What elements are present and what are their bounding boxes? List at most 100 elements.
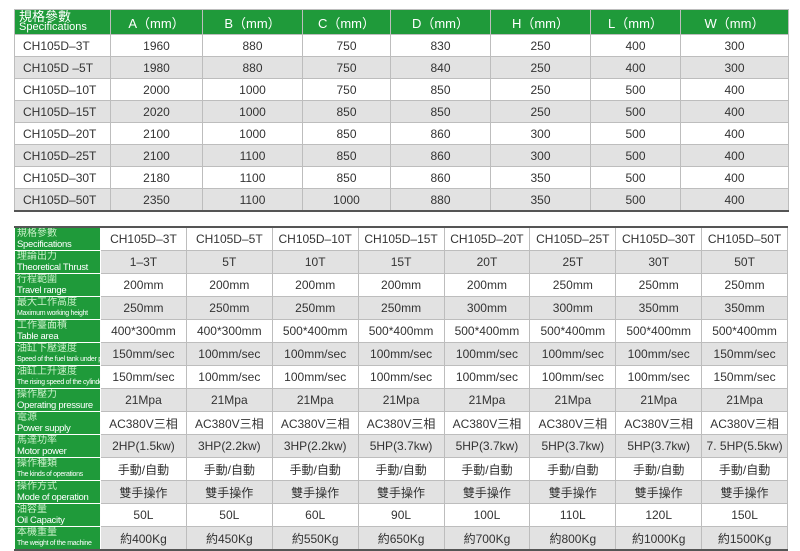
spec-cell: 200mm bbox=[185, 273, 273, 297]
dimension-cell: 300 bbox=[680, 34, 789, 57]
spec-cell: 5T bbox=[185, 250, 273, 274]
dimension-cell: 2350 bbox=[110, 188, 203, 212]
row-label-zh: 電源 bbox=[17, 412, 37, 424]
table-row: 電源 Power supply AC380V三相 AC380V三相 AC380V三相 AC… bbox=[14, 411, 788, 435]
spec-cell: 250mm bbox=[357, 296, 445, 320]
dimension-cell: 500 bbox=[590, 166, 681, 189]
dimension-cell: 850 bbox=[302, 166, 391, 189]
table-row: 操作壓力 Operating pressure 21Mpa 21Mpa 21Mpa 21M… bbox=[14, 388, 788, 412]
spec-cell: 100mm/sec bbox=[271, 365, 359, 389]
row-label: 最大工作高度 Maximum working height bbox=[14, 296, 101, 320]
spec-cell: 約400Kg bbox=[100, 526, 187, 551]
column-header: A（mm） bbox=[110, 9, 203, 35]
dimension-cell: 850 bbox=[302, 122, 391, 145]
dimension-cell: 250 bbox=[490, 100, 591, 123]
model-name: CH105D–50T bbox=[14, 188, 111, 212]
spec-cell: 21Mpa bbox=[701, 388, 788, 412]
row-label-en: The kinds of operations bbox=[17, 471, 83, 478]
spec-cell: 120L bbox=[615, 503, 703, 527]
table-row: CH105D–20T 2100 1000 850 860 300 500 400 bbox=[14, 122, 789, 145]
spec-cell: 5HP(3.7kw) bbox=[615, 434, 703, 458]
spec-cell: AC380V三相 bbox=[443, 411, 531, 435]
dimension-cell: 1000 bbox=[302, 188, 391, 212]
table-row: CH105D–3T 1960 880 750 830 250 400 300 bbox=[14, 34, 789, 57]
spec-cell: AC380V三相 bbox=[529, 411, 617, 435]
table-row: 操作種類 The kinds of operations 手動/自動 手動/自動 手動/… bbox=[14, 457, 788, 481]
spec-cell: 100mm/sec bbox=[357, 365, 445, 389]
table-row: 本機重量 The weight of the machine 約400Kg 約450K… bbox=[14, 526, 788, 551]
dimension-cell: 2100 bbox=[110, 144, 203, 167]
spec-cell: CH105D–30T bbox=[615, 226, 703, 251]
dimension-cell: 860 bbox=[390, 122, 491, 145]
spec-cell: 約550Kg bbox=[271, 526, 359, 551]
table-row: CH105D –5T 1980 880 750 840 250 400 300 bbox=[14, 56, 789, 79]
spec-cell: 手動/自動 bbox=[100, 457, 187, 481]
column-header: H（mm） bbox=[490, 9, 591, 35]
table-row: 行程範圍 Travel range 200mm 200mm 200mm 200mm 200m… bbox=[14, 273, 788, 297]
spec-cell: 100mm/sec bbox=[529, 342, 617, 366]
spec-cell: CH105D–15T bbox=[357, 226, 445, 251]
row-label: 工作臺面積 Table area bbox=[14, 319, 101, 343]
spec-cell: 25T bbox=[529, 250, 617, 274]
dimension-cell: 300 bbox=[490, 144, 591, 167]
spec-cell: 約1000Kg bbox=[615, 526, 703, 551]
dimension-cell: 250 bbox=[490, 78, 591, 101]
row-label-zh: 操作種類 bbox=[17, 458, 57, 470]
row-label-zh: 行程範圍 bbox=[17, 274, 57, 286]
table-row: 理論出力 Theoretical Thrust 1–3T 5T 10T 15T 20T 25T… bbox=[14, 250, 788, 274]
spec-cell: 250mm bbox=[701, 273, 788, 297]
spec-cell: 100mm/sec bbox=[615, 365, 703, 389]
spec-cell: 500*400mm bbox=[357, 319, 445, 343]
row-label-en: Oil Capacity bbox=[17, 515, 65, 526]
dimension-cell: 400 bbox=[680, 144, 789, 167]
spec-cell: 雙手操作 bbox=[271, 480, 359, 504]
dimension-cell: 880 bbox=[202, 56, 303, 79]
spec-cell: 雙手操作 bbox=[100, 480, 187, 504]
spec-cell: 100mm/sec bbox=[185, 342, 273, 366]
spec-cell: CH105D–25T bbox=[529, 226, 617, 251]
spec-cell: 手動/自動 bbox=[701, 457, 788, 481]
table-row: 馬達功率 Motor power 2HP(1.5kw) 3HP(2.2kw) 3HP(2… bbox=[14, 434, 788, 458]
spec-cell: 500*400mm bbox=[529, 319, 617, 343]
dimension-cell: 750 bbox=[302, 34, 391, 57]
spec-cell: AC380V三相 bbox=[701, 411, 788, 435]
dimension-cell: 500 bbox=[590, 188, 681, 212]
dimension-cell: 1100 bbox=[202, 144, 303, 167]
spec-cell: 手動/自動 bbox=[357, 457, 445, 481]
row-label: 電源 Power supply bbox=[14, 411, 101, 435]
spec-cell: 400*300mm bbox=[100, 319, 187, 343]
spec-cell: AC380V三相 bbox=[100, 411, 187, 435]
spec-cell: 15T bbox=[357, 250, 445, 274]
spec-cell: 雙手操作 bbox=[529, 480, 617, 504]
table-row: 最大工作高度 Maximum working height 250mm 250mm 25… bbox=[14, 296, 788, 320]
spec-cell: 50T bbox=[701, 250, 788, 274]
row-label: 油缸上升速度 The rising speed of the cylinder bbox=[14, 365, 101, 389]
model-name: CH105D–15T bbox=[14, 100, 111, 123]
spec-cell: 20T bbox=[443, 250, 531, 274]
dimensions-table: 規格參數 Specifications A（mm） B（mm） C（mm） D（mm） H（… bbox=[14, 9, 789, 212]
spec-cell: 250mm bbox=[100, 296, 187, 320]
spec-cell: 100mm/sec bbox=[185, 365, 273, 389]
dimension-cell: 2180 bbox=[110, 166, 203, 189]
row-label-zh: 油缸上升速度 bbox=[17, 366, 77, 378]
dimension-cell: 1000 bbox=[202, 78, 303, 101]
dimension-cell: 2020 bbox=[110, 100, 203, 123]
table-row: CH105D–10T 2000 1000 750 850 250 500 400 bbox=[14, 78, 789, 101]
dimension-cell: 250 bbox=[490, 56, 591, 79]
spec-cell: 約650Kg bbox=[357, 526, 445, 551]
row-label-zh: 油容量 bbox=[17, 504, 47, 516]
spec-cell: 100L bbox=[443, 503, 531, 527]
spec-cell: 雙手操作 bbox=[615, 480, 703, 504]
row-label-zh: 油缸下壓速度 bbox=[17, 343, 77, 355]
row-label-en: Mode of operation bbox=[17, 492, 89, 503]
row-label-en: Operating pressure bbox=[17, 400, 93, 411]
column-header: C（mm） bbox=[302, 9, 391, 35]
spec-cell: 250mm bbox=[615, 273, 703, 297]
spec-cell: 手動/自動 bbox=[185, 457, 273, 481]
dimension-cell: 400 bbox=[680, 78, 789, 101]
spec-cell: 21Mpa bbox=[357, 388, 445, 412]
model-name: CH105D–10T bbox=[14, 78, 111, 101]
spec-cell: 400*300mm bbox=[185, 319, 273, 343]
spec-cell: 100mm/sec bbox=[529, 365, 617, 389]
spec-cell: 雙手操作 bbox=[185, 480, 273, 504]
